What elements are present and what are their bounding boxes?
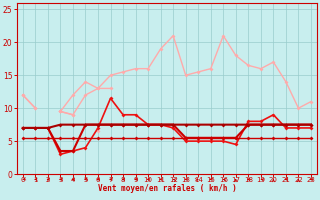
X-axis label: Vent moyen/en rafales ( km/h ): Vent moyen/en rafales ( km/h ) [98,184,236,193]
